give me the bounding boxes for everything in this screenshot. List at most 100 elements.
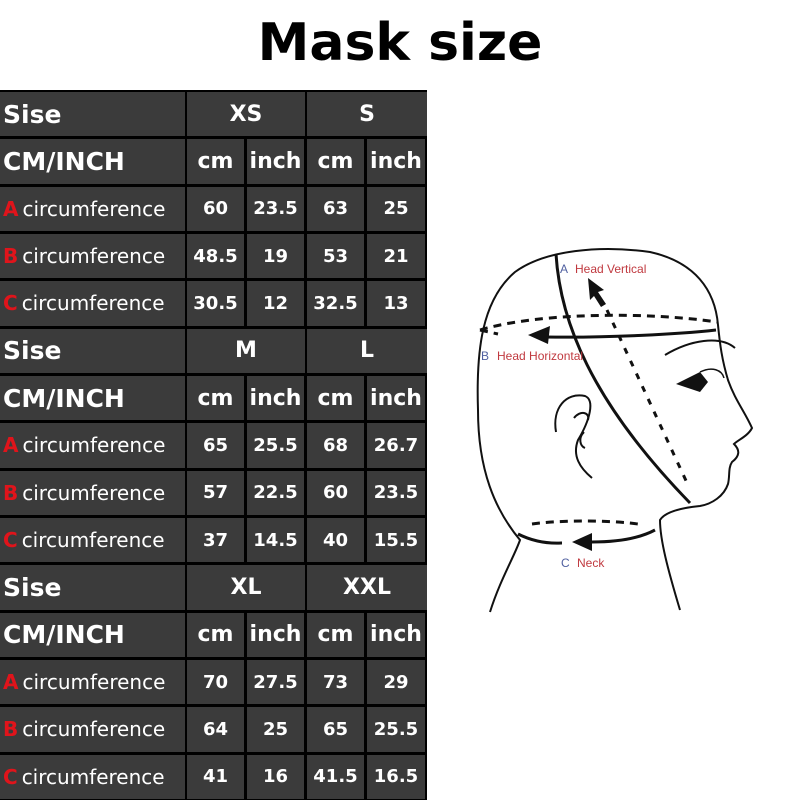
cell-text: 70 — [202, 671, 229, 693]
cell-text: Sise — [3, 99, 62, 129]
c-label: Neck — [577, 556, 605, 570]
measurement-letter: C — [3, 764, 18, 789]
table-cell: 14.5 — [247, 518, 304, 563]
size-label: Sise — [0, 328, 185, 373]
cell-text: inch — [370, 622, 422, 648]
cell-text: 27.5 — [253, 671, 298, 693]
unit-name: inch — [367, 139, 425, 184]
cell-text: XS — [229, 101, 263, 127]
table-cell: 23.5 — [367, 470, 425, 515]
measurement-word: circumference — [21, 528, 165, 553]
table-cell: 65 — [187, 423, 244, 468]
neck-measure-line — [531, 519, 639, 526]
cell-text: 65 — [202, 434, 229, 456]
measurement-word: circumference — [21, 764, 165, 789]
table-cell: 48.5 — [187, 234, 244, 279]
head-outline — [476, 248, 754, 613]
page-title: Mask size — [257, 13, 543, 73]
table-cell: 22.5 — [247, 470, 304, 515]
table-cell: 19 — [247, 234, 304, 279]
table-cell: 70 — [187, 660, 244, 705]
cell-text: Sise — [3, 572, 62, 602]
arrow-icon — [572, 533, 592, 551]
unit-name: cm — [307, 376, 364, 421]
unit-name: inch — [247, 139, 304, 184]
table-cell: 16 — [247, 754, 304, 799]
measurement-letter: B — [3, 480, 19, 505]
cell-text: cm — [197, 385, 234, 411]
cell-text: 57 — [202, 482, 229, 504]
table-cell: 40 — [307, 518, 364, 563]
table-cell: 25.5 — [247, 423, 304, 468]
head-measurement-diagram: A Head Vertical B Head Horizontal C Neck — [476, 248, 754, 613]
cell-text: cm — [317, 385, 354, 411]
cell-text: 37 — [202, 529, 229, 551]
unit-header-row: CM/INCH cm inch cm inch — [0, 137, 427, 184]
size-label: Sise — [0, 92, 185, 137]
table-cell: 68 — [307, 423, 364, 468]
cell-text: 26.7 — [373, 434, 419, 456]
table-cell: 60 — [187, 186, 244, 231]
table-cell: 63 — [307, 186, 364, 231]
cell-text: cm — [317, 148, 354, 174]
cell-text: 68 — [322, 434, 349, 456]
cell-text: inch — [249, 622, 302, 648]
cell-text: 73 — [322, 671, 349, 693]
measurement-word: circumference — [22, 670, 166, 695]
cell-text: CM/INCH — [3, 620, 125, 650]
cell-text: 48.5 — [193, 245, 238, 267]
unit-label: CM/INCH — [0, 376, 185, 421]
table-cell: 65 — [307, 707, 364, 752]
size-name: XXL — [307, 565, 427, 610]
cell-text: 19 — [262, 245, 289, 267]
measurement-letter: B — [3, 717, 19, 742]
table-cell: 32.5 — [307, 281, 364, 326]
measurement-word: circumference — [22, 244, 166, 269]
size-name: M — [187, 328, 305, 373]
table-cell: 23.5 — [247, 186, 304, 231]
table-cell: 60 — [307, 470, 364, 515]
cell-text: 13 — [383, 292, 409, 314]
measurement-word: circumference — [22, 480, 166, 505]
table-cell: 41 — [187, 754, 244, 799]
table-cell: 13 — [367, 281, 425, 326]
unit-label: CM/INCH — [0, 139, 185, 184]
eyebrow — [664, 339, 736, 356]
table-cell: 57 — [187, 470, 244, 515]
size-name: XS — [187, 92, 305, 137]
cell-text: 29 — [383, 671, 409, 693]
arrow-icon — [528, 326, 550, 344]
cell-text: 23.5 — [373, 482, 419, 504]
vertical-measure-line — [554, 253, 692, 505]
table-cell: 29 — [367, 660, 425, 705]
size-header-row: Sise M L — [0, 327, 427, 374]
cell-text: 30.5 — [193, 292, 238, 314]
a-letter: A — [560, 262, 568, 276]
cell-text: 15.5 — [373, 529, 419, 551]
measurement-letter: C — [3, 528, 18, 553]
cell-text: inch — [249, 385, 302, 411]
cell-text: 25 — [383, 198, 409, 220]
eye — [676, 372, 708, 392]
table-cell: 12 — [247, 281, 304, 326]
table-cell: 25.5 — [367, 707, 425, 752]
unit-name: cm — [307, 139, 364, 184]
cell-text: Sise — [3, 336, 62, 366]
cell-text: M — [235, 338, 257, 364]
cell-text: 16 — [262, 766, 289, 788]
measurement-word: circumference — [22, 196, 166, 221]
cell-text: L — [359, 338, 375, 364]
cell-text: S — [359, 101, 375, 127]
cell-text: 25.5 — [253, 434, 298, 456]
table-cell: 25 — [247, 707, 304, 752]
table-cell: 16.5 — [367, 754, 425, 799]
cell-text: 25.5 — [373, 718, 419, 740]
